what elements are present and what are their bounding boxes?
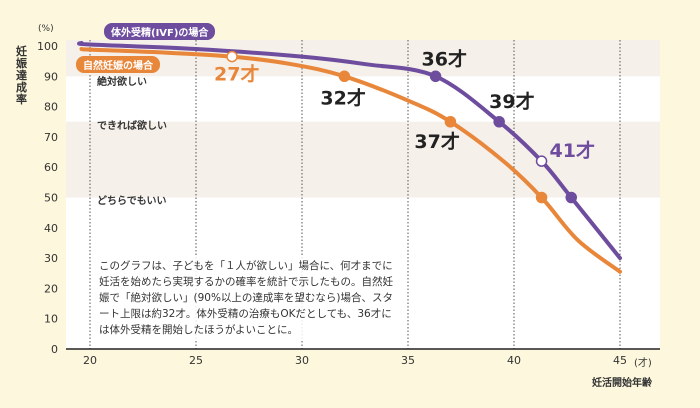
y-tick-100: 100	[37, 40, 58, 53]
y-tick-60: 60	[44, 161, 58, 174]
marker-label-0-0: 36才	[422, 47, 467, 70]
band-label-absolutely: 絶対欲しい	[97, 77, 147, 88]
x-tick-45: 45	[613, 354, 627, 367]
annotation-text: このグラフは、子どもを「１人が欲しい」場合に、何才までに妊活を始めたら実現するか…	[95, 256, 403, 340]
marker-label-1-0: 27才	[214, 63, 259, 86]
x-axis-title: 妊活開始年齢	[592, 378, 652, 389]
series-line-0	[77, 40, 622, 261]
legend-natural: 自然妊娠の場合	[76, 56, 160, 73]
marker-0-0	[429, 70, 442, 83]
x-tick-40: 40	[507, 354, 521, 367]
x-axis-unit: (才)	[634, 358, 652, 369]
marker-0-1	[493, 116, 505, 128]
marker-0-2	[535, 155, 548, 167]
y-tick-90: 90	[44, 70, 58, 83]
marker-0-3	[565, 191, 577, 204]
y-tick-40: 40	[44, 222, 58, 235]
x-tick-20: 20	[83, 354, 97, 367]
marker-1-3	[535, 191, 548, 204]
band-label-if-possible: できれば欲しい	[97, 121, 167, 132]
marker-label-1-2: 37才	[414, 130, 459, 153]
marker-1-2	[444, 116, 457, 128]
y-tick-80: 80	[44, 101, 58, 114]
legend-ivf: 体外受精(IVF)の場合	[104, 23, 216, 40]
y-tick-50: 50	[44, 192, 58, 205]
y-tick-0: 0	[51, 343, 58, 356]
y-tick-30: 30	[44, 252, 58, 265]
marker-1-0	[226, 50, 238, 63]
x-tick-25: 25	[189, 354, 203, 367]
band-label-either: どちらでもいい	[97, 196, 167, 207]
marker-label-0-2: 41才	[550, 139, 595, 162]
marker-label-1-1: 32才	[320, 86, 365, 109]
y-tick-70: 70	[44, 131, 58, 144]
y-axis-title: 妊娠達成率	[16, 45, 27, 106]
y-axis-unit: (%)	[38, 24, 54, 34]
marker-label-0-1: 39才	[489, 90, 534, 113]
x-tick-35: 35	[401, 354, 415, 367]
y-tick-20: 20	[44, 282, 58, 295]
y-tick-10: 10	[44, 313, 58, 326]
x-tick-30: 30	[295, 354, 309, 367]
marker-1-1	[338, 70, 351, 83]
